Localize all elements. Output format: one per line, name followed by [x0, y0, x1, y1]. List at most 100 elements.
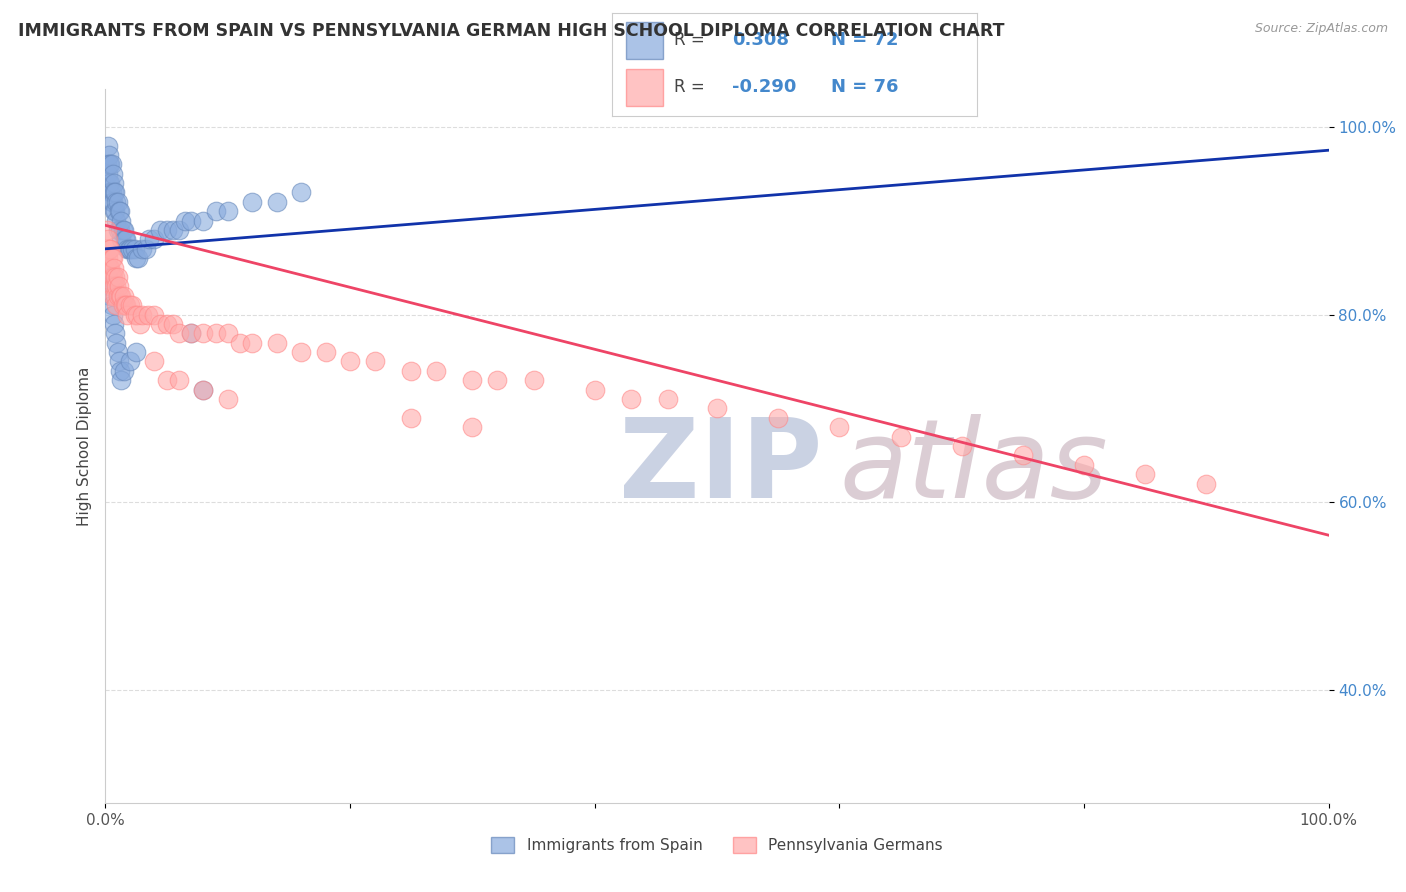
Point: [108, 223, 131, 237]
Point: [97, 270, 120, 285]
Bar: [626, 21, 662, 59]
Point: [143, 308, 166, 322]
Point: [399, 364, 422, 378]
Point: [128, 317, 150, 331]
Point: [103, 176, 125, 190]
Point: [143, 232, 166, 246]
Point: [167, 373, 190, 387]
Point: [104, 186, 127, 200]
Point: [136, 308, 159, 322]
Point: [143, 354, 166, 368]
Point: [217, 204, 239, 219]
Point: [104, 204, 127, 219]
Text: atlas: atlas: [839, 414, 1108, 521]
Point: [315, 345, 337, 359]
Point: [950, 439, 973, 453]
Point: [108, 279, 131, 293]
Point: [290, 345, 312, 359]
Point: [155, 223, 177, 237]
Point: [111, 223, 134, 237]
Point: [103, 279, 125, 293]
Point: [229, 335, 252, 350]
Point: [193, 383, 215, 397]
Point: [103, 186, 125, 200]
Point: [193, 326, 215, 341]
Text: R =: R =: [673, 78, 704, 96]
Point: [125, 251, 148, 265]
Point: [104, 289, 127, 303]
Bar: [626, 69, 662, 106]
Point: [97, 167, 120, 181]
Point: [105, 335, 128, 350]
Point: [108, 364, 131, 378]
Point: [889, 429, 911, 443]
Point: [162, 317, 184, 331]
Point: [97, 138, 120, 153]
Point: [105, 213, 128, 227]
Point: [363, 354, 385, 368]
Point: [127, 308, 149, 322]
Point: [101, 308, 124, 322]
Point: [98, 279, 121, 293]
Point: [657, 392, 679, 406]
Point: [100, 186, 122, 200]
Point: [204, 204, 226, 219]
Point: [118, 354, 141, 368]
Point: [97, 232, 120, 246]
Text: R =: R =: [673, 31, 704, 49]
Point: [98, 148, 121, 162]
Point: [108, 204, 131, 219]
Point: [193, 383, 215, 397]
Point: [399, 410, 422, 425]
Point: [105, 194, 128, 209]
Point: [112, 289, 135, 303]
Point: [98, 176, 121, 190]
Point: [121, 242, 143, 256]
Point: [107, 194, 129, 209]
Point: [217, 326, 239, 341]
Text: Source: ZipAtlas.com: Source: ZipAtlas.com: [1254, 22, 1388, 36]
Point: [339, 354, 361, 368]
Point: [112, 364, 135, 378]
Point: [105, 298, 128, 312]
Point: [217, 392, 239, 406]
Point: [110, 373, 132, 387]
Point: [1073, 458, 1095, 472]
Point: [121, 298, 143, 312]
Point: [115, 298, 138, 312]
Point: [461, 373, 484, 387]
Point: [131, 308, 153, 322]
Text: ZIP: ZIP: [619, 414, 823, 521]
Point: [180, 326, 202, 341]
Point: [101, 194, 124, 209]
Point: [107, 223, 129, 237]
Point: [135, 242, 157, 256]
Point: [97, 251, 120, 265]
Point: [115, 232, 138, 246]
Text: IMMIGRANTS FROM SPAIN VS PENNSYLVANIA GERMAN HIGH SCHOOL DIPLOMA CORRELATION CHA: IMMIGRANTS FROM SPAIN VS PENNSYLVANIA GE…: [18, 22, 1005, 40]
Point: [98, 176, 121, 190]
Point: [125, 345, 148, 359]
Point: [193, 213, 215, 227]
Point: [103, 260, 125, 275]
Point: [240, 335, 263, 350]
Point: [108, 289, 131, 303]
Point: [98, 260, 121, 275]
Point: [124, 308, 146, 322]
Point: [111, 298, 134, 312]
Point: [103, 204, 125, 219]
Point: [100, 270, 122, 285]
Point: [100, 298, 122, 312]
Point: [167, 326, 190, 341]
Point: [108, 354, 131, 368]
Point: [101, 167, 124, 181]
Point: [110, 232, 132, 246]
Point: [155, 373, 177, 387]
Text: 0.308: 0.308: [733, 31, 789, 49]
Point: [522, 373, 544, 387]
Point: [266, 194, 288, 209]
Point: [105, 279, 128, 293]
Point: [100, 251, 122, 265]
Point: [100, 194, 122, 209]
Point: [768, 410, 790, 425]
